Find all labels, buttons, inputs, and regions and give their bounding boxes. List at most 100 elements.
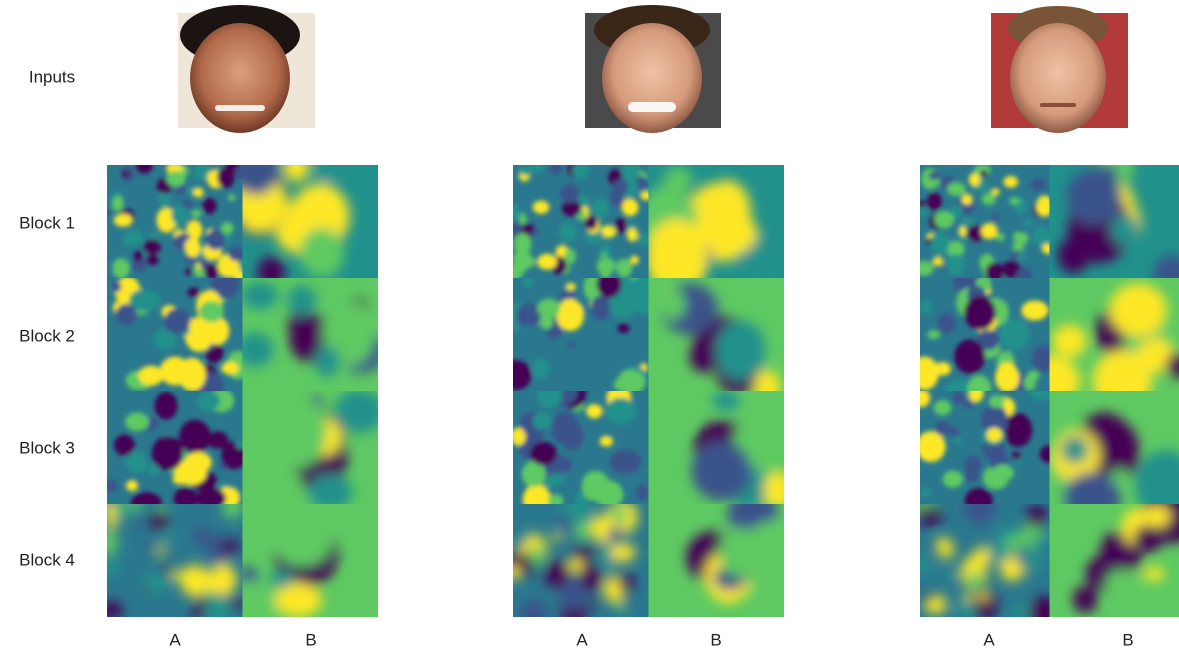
map-blob (1021, 300, 1048, 320)
map-blob (713, 389, 739, 411)
map-blob (111, 282, 122, 292)
map-blob (136, 159, 153, 174)
map-blob (157, 546, 165, 556)
map-blob (99, 601, 123, 619)
map-blob (203, 594, 232, 627)
map-blob (622, 199, 639, 216)
map-blob (664, 167, 692, 192)
map-blob (181, 565, 208, 597)
map-blob (937, 313, 955, 333)
map-blob (178, 358, 205, 392)
feature-map (97, 492, 245, 628)
feature-map (511, 376, 649, 516)
map-blob (1027, 505, 1047, 528)
map-blob (974, 376, 983, 386)
map-blob (636, 485, 648, 501)
map-blob (964, 594, 974, 602)
map-blob (1073, 586, 1098, 613)
map-blob (910, 357, 939, 390)
map-blob (992, 464, 1014, 481)
map-blob (967, 571, 983, 591)
map-blob (691, 441, 751, 501)
map-blob (572, 162, 589, 178)
map-blob (501, 360, 531, 390)
map-blob (241, 282, 279, 309)
map-blob (203, 198, 217, 214)
map-blob (143, 541, 153, 550)
map-blob (618, 573, 634, 593)
map-blob (191, 209, 202, 217)
map-blob (979, 591, 988, 601)
map-blob (126, 480, 138, 491)
map-blob (609, 450, 641, 474)
map-blob (520, 165, 533, 176)
map-blob (914, 261, 934, 276)
map-blob (1024, 375, 1036, 391)
map-blob (958, 227, 966, 237)
map-blob (187, 287, 200, 296)
map-blob (532, 358, 549, 378)
map-blob (969, 173, 980, 187)
map-blob (550, 162, 562, 174)
map-blob (709, 211, 758, 254)
feature-map (107, 267, 249, 403)
feature-map (910, 267, 1054, 402)
figure: InputsBlock 1Block 2Block 3Block 4ABABAB (0, 0, 1179, 648)
map-blob (567, 342, 576, 348)
map-blob (171, 205, 188, 225)
map-blob (556, 299, 584, 331)
map-blob (1010, 198, 1020, 205)
map-blob (613, 179, 628, 195)
map-blob (930, 232, 949, 255)
row-label: Block 1 (19, 213, 75, 232)
map-blob (953, 391, 965, 404)
column-label: B (1122, 630, 1133, 648)
map-blob (221, 538, 238, 554)
map-blob (586, 404, 602, 418)
map-blob (150, 512, 170, 532)
feature-map (500, 268, 663, 395)
map-blob (269, 395, 327, 469)
map-blob (114, 435, 135, 456)
column-label: A (576, 630, 588, 648)
feature-map (506, 161, 653, 282)
map-blob (511, 428, 526, 446)
map-blob (947, 182, 966, 195)
feature-map (229, 145, 378, 287)
map-blob (661, 289, 686, 320)
map-blob (918, 201, 927, 208)
row-label: Block 3 (19, 438, 75, 457)
map-blob (1032, 226, 1050, 246)
map-blob (946, 254, 965, 275)
row-label: Inputs (29, 67, 75, 86)
map-blob (143, 573, 169, 593)
map-blob (517, 317, 525, 326)
map-blob (228, 247, 245, 261)
map-blob (287, 285, 316, 316)
feature-maps (97, 145, 1179, 632)
map-blob (514, 233, 532, 255)
map-blob (932, 257, 943, 266)
map-blob (929, 172, 941, 180)
map-blob (627, 228, 638, 242)
map-blob (221, 362, 239, 374)
map-blob (115, 304, 136, 325)
map-blob (152, 436, 184, 471)
map-blob (991, 215, 999, 222)
map-blob (954, 339, 985, 373)
map-blob (1013, 232, 1023, 241)
map-blob (919, 488, 930, 497)
map-blob (617, 324, 629, 334)
map-blob (1023, 219, 1033, 227)
map-blob (207, 431, 228, 448)
map-blob (591, 296, 611, 321)
row-label: Block 2 (19, 326, 75, 345)
map-blob (1109, 284, 1167, 337)
feature-map (103, 389, 247, 515)
map-blob (616, 258, 632, 277)
map-blob (561, 184, 580, 203)
map-blob (715, 320, 765, 380)
map-blob (999, 319, 1029, 350)
map-blob (630, 255, 639, 264)
map-blob (764, 472, 794, 508)
